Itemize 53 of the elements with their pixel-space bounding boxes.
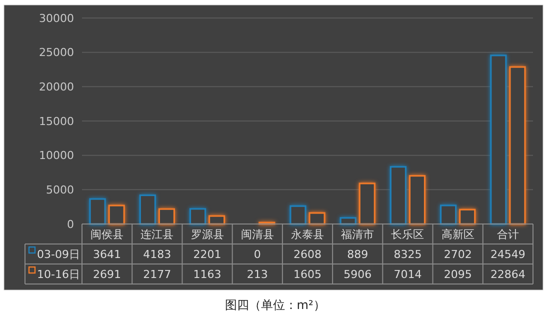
data-label: 5906 bbox=[344, 268, 372, 281]
y-tick-label: 5000 bbox=[46, 184, 74, 197]
bar bbox=[509, 66, 526, 225]
y-tick-label: 0 bbox=[67, 218, 74, 231]
data-label: 0 bbox=[254, 248, 261, 261]
bar bbox=[158, 208, 176, 225]
x-tick-label: 闽清县 bbox=[240, 228, 274, 241]
y-tick-label: 25000 bbox=[39, 46, 74, 60]
bar bbox=[390, 166, 407, 225]
data-label: 213 bbox=[246, 268, 268, 281]
y-tick-label: 15000 bbox=[39, 114, 74, 128]
bar bbox=[408, 175, 426, 225]
legend-label: 10-16日 bbox=[37, 268, 80, 281]
data-label: 1605 bbox=[294, 268, 322, 281]
legend-label: 03-09日 bbox=[37, 248, 80, 261]
y-tick-label: 30000 bbox=[39, 12, 74, 25]
data-label: 2095 bbox=[444, 268, 472, 281]
x-tick-label: 永泰县 bbox=[291, 228, 324, 241]
bar bbox=[490, 54, 507, 225]
data-label: 4183 bbox=[143, 248, 172, 261]
bar bbox=[189, 208, 206, 225]
y-tick-label: 10000 bbox=[39, 149, 74, 162]
data-label: 2608 bbox=[294, 248, 322, 261]
data-label: 1163 bbox=[193, 268, 222, 281]
bar bbox=[308, 212, 326, 225]
data-label: 889 bbox=[347, 248, 368, 261]
data-label: 8325 bbox=[394, 248, 422, 261]
x-tick-label: 高新区 bbox=[441, 228, 474, 241]
bar bbox=[440, 204, 457, 225]
data-label: 2702 bbox=[444, 248, 472, 261]
x-tick-label: 连江县 bbox=[140, 228, 174, 241]
bar bbox=[290, 205, 306, 225]
data-label: 3641 bbox=[93, 248, 122, 261]
bar bbox=[358, 182, 376, 225]
y-tick-label: 20000 bbox=[39, 80, 74, 94]
x-tick-label: 合计 bbox=[496, 228, 519, 241]
bar bbox=[340, 217, 356, 225]
data-label: 2201 bbox=[193, 248, 222, 261]
bar bbox=[89, 198, 106, 225]
data-label: 2177 bbox=[143, 268, 172, 281]
bar bbox=[139, 194, 156, 225]
bar bbox=[459, 208, 476, 225]
data-label: 2691 bbox=[93, 268, 122, 281]
text: 图四（单位：m²） bbox=[224, 298, 326, 312]
bar bbox=[208, 215, 226, 225]
x-tick-label: 福清市 bbox=[341, 228, 374, 241]
x-tick-label: 长乐区 bbox=[391, 228, 424, 241]
data-label: 22864 bbox=[490, 268, 526, 281]
x-tick-label: 闽侯县 bbox=[90, 228, 124, 241]
bar bbox=[108, 204, 125, 225]
x-tick-label: 罗源县 bbox=[190, 228, 224, 241]
data-label: 24549 bbox=[490, 248, 526, 261]
data-label: 7014 bbox=[394, 268, 422, 281]
